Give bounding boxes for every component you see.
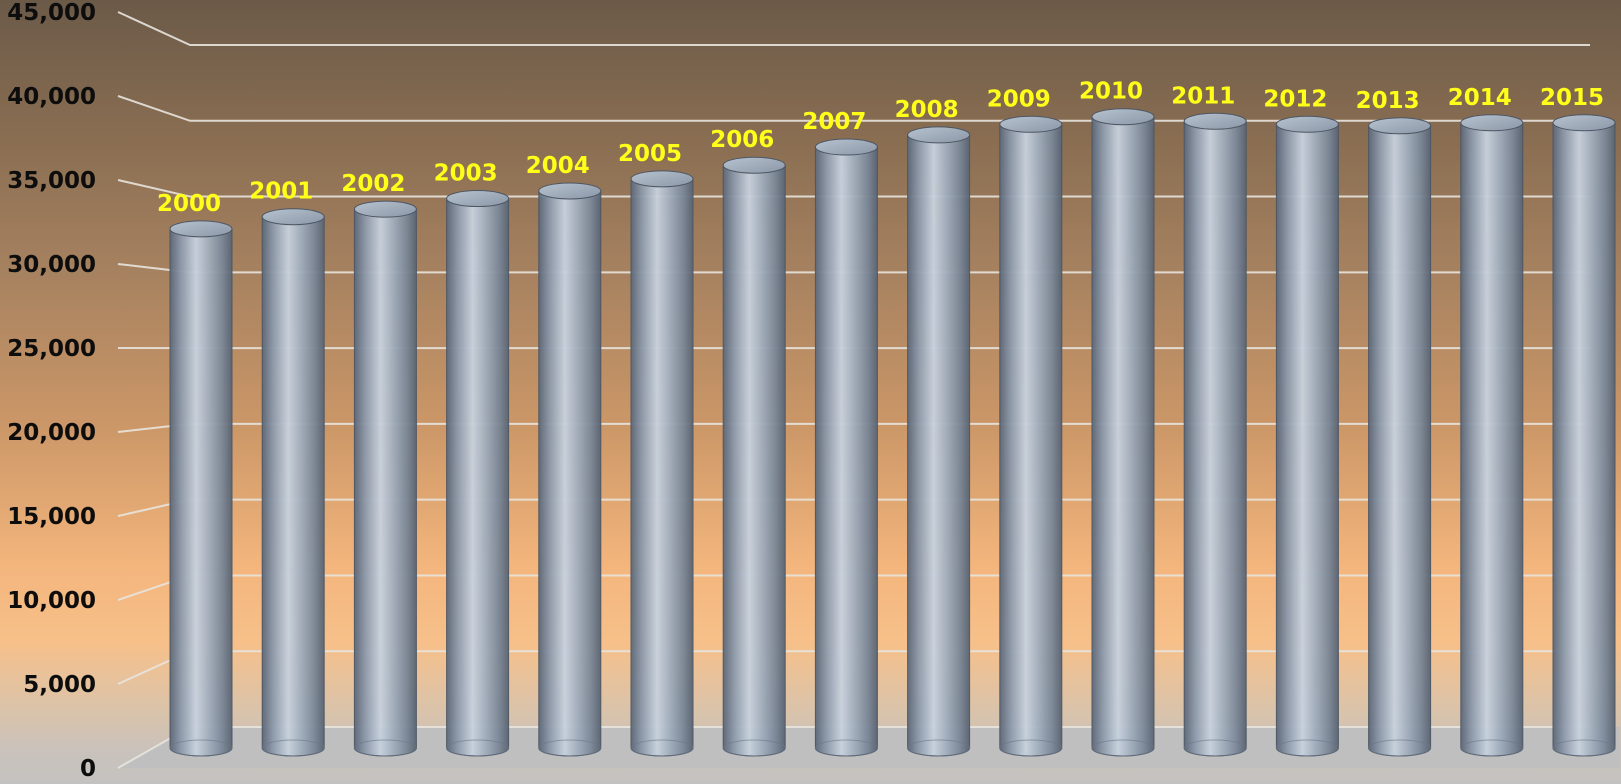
bar-body bbox=[1552, 122, 1616, 757]
bar-body bbox=[1091, 116, 1155, 757]
bar-body bbox=[630, 178, 694, 757]
bar-cap bbox=[1091, 108, 1155, 126]
bar bbox=[1460, 114, 1524, 757]
bar-base bbox=[1368, 739, 1432, 757]
y-tick-label: 45,000 bbox=[7, 0, 96, 26]
data-label: 2013 bbox=[1356, 88, 1420, 114]
data-label: 2007 bbox=[802, 109, 866, 135]
bar bbox=[630, 170, 694, 757]
data-label: 2015 bbox=[1540, 85, 1604, 111]
bar bbox=[1552, 114, 1616, 757]
bar-cap bbox=[722, 156, 786, 174]
bar bbox=[1183, 112, 1247, 757]
bar bbox=[1368, 117, 1432, 757]
bar bbox=[999, 115, 1063, 757]
y-tick-label: 25,000 bbox=[7, 336, 96, 362]
bar-cap bbox=[1368, 117, 1432, 135]
bar-body bbox=[1460, 122, 1524, 757]
bar-base bbox=[1460, 739, 1524, 757]
y-tick-label: 0 bbox=[80, 756, 96, 782]
bar-body bbox=[353, 208, 417, 757]
y-tick-label: 5,000 bbox=[23, 672, 96, 698]
bar bbox=[1091, 108, 1155, 757]
bar bbox=[1275, 115, 1339, 757]
data-label: 2006 bbox=[710, 127, 774, 153]
bar-body bbox=[999, 123, 1063, 757]
bar-cap bbox=[538, 182, 602, 200]
data-label: 2001 bbox=[249, 179, 313, 205]
bar-cap bbox=[446, 190, 510, 208]
bar-base bbox=[1275, 739, 1339, 757]
bar-base bbox=[353, 739, 417, 757]
data-label: 2002 bbox=[341, 171, 405, 197]
bar-base bbox=[1552, 739, 1616, 757]
bar-body bbox=[538, 190, 602, 757]
bar-body bbox=[446, 198, 510, 757]
bar-cap bbox=[814, 138, 878, 156]
bar-base bbox=[999, 739, 1063, 757]
bar-body bbox=[722, 164, 786, 757]
bar-cap bbox=[169, 220, 233, 238]
bar-base bbox=[261, 739, 325, 757]
y-tick-label: 20,000 bbox=[7, 420, 96, 446]
bar bbox=[261, 208, 325, 757]
bar-body bbox=[814, 146, 878, 757]
bar-cap bbox=[999, 115, 1063, 133]
y-tick-label: 15,000 bbox=[7, 504, 96, 530]
gridline bbox=[117, 11, 1590, 46]
bar-cap bbox=[261, 208, 325, 226]
bar-base bbox=[630, 739, 694, 757]
bar-cap bbox=[1275, 115, 1339, 133]
bar-cap bbox=[1552, 114, 1616, 132]
bar-cap bbox=[1183, 112, 1247, 130]
data-label: 2004 bbox=[526, 153, 590, 179]
data-label: 2008 bbox=[895, 97, 959, 123]
data-label: 2009 bbox=[987, 86, 1051, 112]
y-tick-label: 40,000 bbox=[7, 84, 96, 110]
bar-body bbox=[907, 134, 971, 757]
bar-base bbox=[722, 739, 786, 757]
y-tick-label: 30,000 bbox=[7, 252, 96, 278]
bar-base bbox=[1183, 739, 1247, 757]
data-label: 2010 bbox=[1079, 79, 1143, 105]
bar-cap bbox=[353, 200, 417, 218]
y-axis: 0 5,000 10,000 15,000 20,000 25,000 30,000 35,0… bbox=[7, 0, 96, 782]
bar bbox=[353, 200, 417, 757]
bar bbox=[446, 190, 510, 757]
bar-body bbox=[1275, 123, 1339, 757]
data-label: 2012 bbox=[1263, 86, 1327, 112]
bar bbox=[169, 220, 233, 757]
bar bbox=[722, 156, 786, 757]
data-labels: 2000 2001 2002 2003 2004 2005 2006 2007 2008 2009… bbox=[157, 79, 1604, 217]
bar-body bbox=[169, 228, 233, 757]
bar-cap bbox=[630, 170, 694, 188]
bar-base bbox=[1091, 739, 1155, 757]
y-tick-label: 35,000 bbox=[7, 168, 96, 194]
bars bbox=[169, 108, 1616, 757]
data-label: 2000 bbox=[157, 191, 221, 217]
data-label: 2003 bbox=[434, 161, 498, 187]
bar-body bbox=[1368, 125, 1432, 757]
bar bbox=[538, 182, 602, 757]
bar-base bbox=[169, 739, 233, 757]
bar-base bbox=[538, 739, 602, 757]
data-label: 2014 bbox=[1448, 85, 1512, 111]
data-label: 2005 bbox=[618, 141, 682, 167]
bar-cap bbox=[907, 126, 971, 144]
bar-base bbox=[814, 739, 878, 757]
y-tick-label: 10,000 bbox=[7, 588, 96, 614]
data-label: 2011 bbox=[1171, 83, 1235, 109]
bar bbox=[814, 138, 878, 757]
bar-body bbox=[1183, 120, 1247, 757]
bar-base bbox=[446, 739, 510, 757]
bar-cap bbox=[1460, 114, 1524, 132]
bar-base bbox=[907, 739, 971, 757]
bar-body bbox=[261, 216, 325, 757]
bar bbox=[907, 126, 971, 757]
